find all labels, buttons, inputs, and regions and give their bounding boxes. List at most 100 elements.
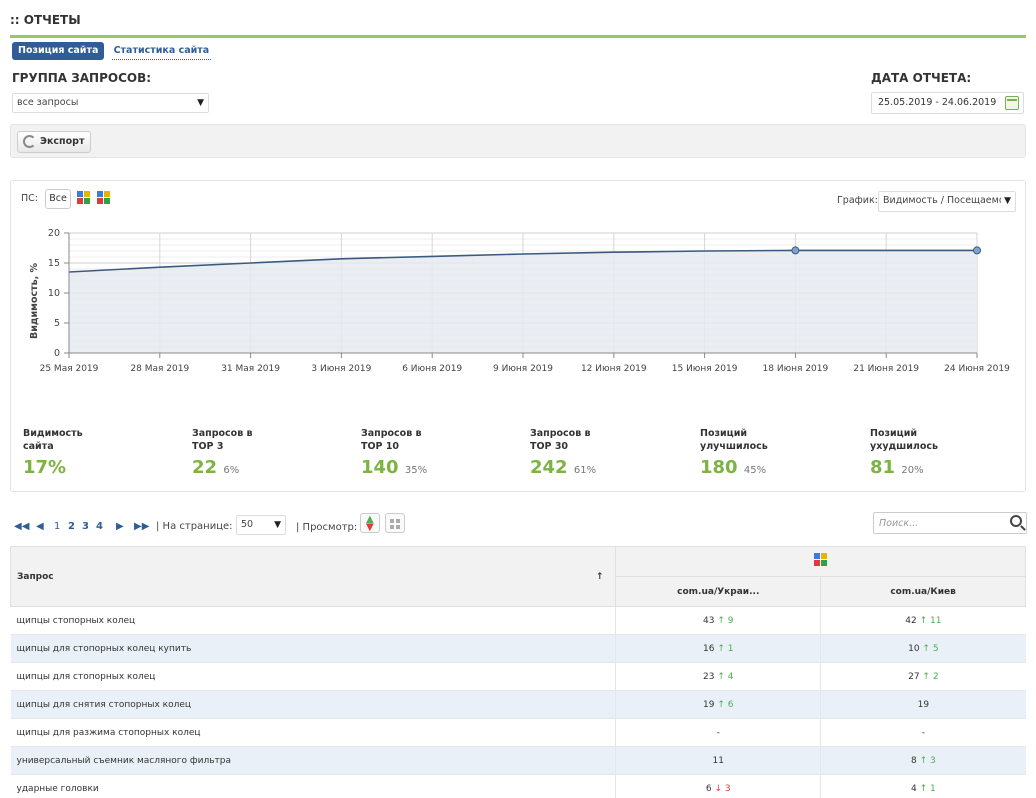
export-label: Экспорт	[40, 136, 85, 147]
per-page-select[interactable]: 50 ▼	[236, 515, 286, 535]
position-change: ↑ 5	[922, 643, 939, 654]
query-group-label: ГРУППА ЗАПРОСОВ:	[12, 71, 152, 85]
page-link[interactable]: 4	[96, 521, 103, 532]
position-change: ↑ 4	[717, 671, 734, 682]
last-page-button[interactable]: ▶▶	[134, 521, 150, 532]
position-cell-ukraine: 6 ↓ 3	[615, 774, 821, 798]
data-point	[973, 246, 981, 255]
series-area	[69, 250, 977, 353]
x-tick-label: 9 Июня 2019	[493, 364, 553, 374]
x-tick-label: 21 Июня 2019	[853, 364, 919, 374]
report-date-field[interactable]: 25.05.2019 - 24.06.2019	[871, 92, 1024, 114]
report-date-label: ДАТА ОТЧЕТА:	[871, 71, 972, 85]
positions-table: Запрос ↑ com.ua/Украи... com.ua/Киев щип…	[9, 546, 1026, 798]
chart-panel: ПС: Все График: Видимость / Посещаемость…	[10, 180, 1026, 492]
x-tick-label: 12 Июня 2019	[581, 364, 647, 374]
down-arrow-icon: ▼	[366, 522, 374, 533]
tab-site-position[interactable]: Позиция сайта	[12, 42, 105, 60]
stat-value: 180	[700, 457, 738, 478]
chart-series	[68, 246, 981, 353]
position-cell-ukraine: 19 ↑ 6	[615, 690, 821, 719]
page-link[interactable]: 1	[54, 521, 61, 532]
page-title: :: ОТЧЕТЫ	[10, 13, 81, 27]
prev-page-button[interactable]: ◀	[36, 521, 44, 532]
stat-value: 17%	[23, 457, 67, 478]
first-page-button[interactable]: ◀◀	[14, 521, 30, 532]
query-cell: универсальный съемник масляного фильтра	[10, 746, 616, 775]
stat-percent: 61%	[573, 465, 597, 476]
column-header-ukraine[interactable]: com.ua/Украи...	[615, 576, 822, 607]
position-change: ↑ 1	[919, 783, 936, 794]
graph-select[interactable]: Видимость / Посещаемость ▼	[878, 191, 1016, 212]
position-change: ↑ 3	[919, 755, 936, 766]
query-header-label: Запрос	[17, 571, 54, 582]
x-tick-label: 15 Июня 2019	[672, 364, 738, 374]
position-change: ↑ 9	[717, 615, 734, 626]
x-axis: 25 Мая 2019 28 Мая 2019 31 Мая 2019 3 Июня …	[40, 352, 1010, 374]
graph-label: График:	[837, 195, 878, 206]
google-icon[interactable]	[97, 191, 111, 205]
position-change: ↓ 3	[714, 783, 731, 794]
export-button[interactable]: Экспорт	[17, 131, 92, 153]
stat-value: 242	[530, 457, 568, 478]
next-page-button[interactable]: ▶	[116, 521, 124, 532]
tab-site-statistics[interactable]: Статистика сайта	[111, 42, 212, 60]
query-group-select[interactable]: все запросы ▼	[12, 93, 209, 113]
position-cell-kiev: 4 ↑ 1	[820, 774, 1026, 798]
table-row: универсальный съемник масляного фильтра 1…	[10, 746, 1026, 775]
position-cell-ukraine: 16 ↑ 1	[615, 634, 821, 663]
calendar-icon[interactable]	[1005, 96, 1019, 110]
x-tick-label: 6 Июня 2019	[402, 364, 462, 374]
x-tick-label: 24 Июня 2019	[944, 364, 1010, 374]
query-group-value: все запросы	[17, 97, 79, 108]
page-link[interactable]: 2	[68, 521, 75, 532]
position-cell-kiev: 19	[820, 690, 1026, 719]
per-page-value: 50	[241, 519, 254, 530]
series-line	[68, 249, 977, 273]
search-icon[interactable]	[1010, 515, 1022, 527]
query-cell: щипцы стопорных колец	[10, 606, 616, 635]
y-tick-label: 20	[48, 228, 60, 239]
stat-worsened: Позиций ухудшилось 81 20%	[870, 428, 939, 478]
visibility-chart: 0 5 10 15 20 25 Мая 2019 28 Мая 2019 31 Мая 20…	[29, 228, 1010, 374]
x-tick-label: 25 Мая 2019	[40, 364, 99, 374]
position-cell-kiev: 42 ↑ 11	[820, 606, 1026, 635]
view-label: | Просмотр:	[296, 522, 358, 533]
chevron-down-icon: ▼	[274, 520, 281, 530]
column-header-kiev[interactable]: com.ua/Киев	[820, 576, 1026, 607]
y-axis-label: Видимость, %	[29, 262, 40, 339]
google-icon[interactable]	[77, 191, 91, 205]
query-cell: щипцы для разжима стопорных колец	[10, 718, 616, 747]
ps-all-button[interactable]: Все	[45, 189, 71, 209]
search-placeholder: Поиск...	[879, 518, 919, 529]
stat-value: 140	[361, 457, 399, 478]
table-row: щипцы для разжима стопорных колец - -	[10, 718, 1026, 747]
report-date-value: 25.05.2019 - 24.06.2019	[878, 97, 997, 108]
query-cell: щипцы для снятия стопорных колец	[10, 690, 616, 719]
table-row: щипцы для стопорных колец купить 16 ↑ 1 10…	[10, 634, 1026, 663]
query-column-header[interactable]: Запрос ↑	[9, 546, 617, 607]
tab-bar: Позиция сайта Статистика сайта	[12, 42, 215, 62]
stat-improved: Позиций улучшилось 180 45%	[700, 428, 768, 478]
x-tick-label: 28 Мая 2019	[130, 364, 189, 374]
stat-value: 81	[870, 457, 896, 478]
refresh-icon	[23, 135, 36, 148]
ps-label: ПС:	[21, 193, 38, 204]
chevron-down-icon: ▼	[1002, 192, 1011, 210]
position-change: ↑ 6	[717, 699, 734, 710]
sort-arrow-icon[interactable]: ↑	[595, 572, 604, 582]
table-row: щипцы для стопорных колец 23 ↑ 4 27 ↑ 2	[10, 662, 1026, 691]
search-field[interactable]: Поиск...	[873, 512, 1027, 534]
chevron-down-icon: ▼	[197, 98, 204, 108]
x-tick-label: 31 Мая 2019	[221, 364, 280, 374]
y-tick-label: 10	[48, 288, 60, 299]
view-sort-button[interactable]: ▲ ▼	[360, 513, 380, 533]
position-cell-kiev: 8 ↑ 3	[820, 746, 1026, 775]
stat-value: 22	[192, 457, 218, 478]
view-grid-button[interactable]	[385, 513, 405, 533]
up-arrow-icon: ▲	[366, 514, 374, 525]
query-cell: щипцы для стопорных колец	[10, 662, 616, 691]
page-link[interactable]: 3	[82, 521, 89, 532]
query-cell: щипцы для стопорных колец купить	[10, 634, 616, 663]
